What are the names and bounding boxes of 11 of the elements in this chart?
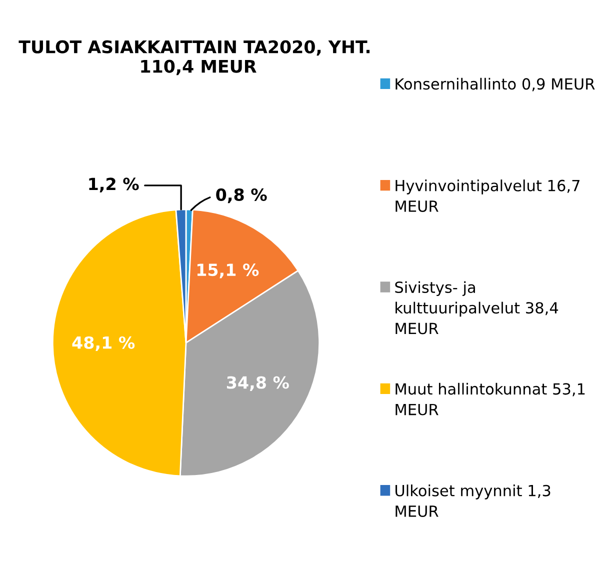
data-label: 48,1 %: [72, 336, 135, 352]
legend-label: Muut hallintokunnat 53,1 MEUR: [396, 382, 585, 416]
legend-label: Hyvinvointipalvelut 16,7 MEUR: [396, 180, 580, 212]
legend-label: Ulkoiset myynnit 1,3 MEUR: [396, 484, 550, 517]
legend-label: Sivistys- ja kulttuuripalvelut 38,4 MEUR: [395, 281, 558, 334]
chart-title: TULOT ASIAKKAITTAIN TA2020, YHT. 110,4 MEUR: [18, 40, 370, 76]
legend-label: Konsernihallinto 0,9 MEUR: [396, 78, 595, 92]
data-label: 34,8 %: [226, 376, 289, 391]
data-label: 0,8 %: [216, 188, 267, 204]
data-label: 15,1 %: [197, 263, 259, 278]
data-label: 1,2 %: [89, 178, 139, 192]
